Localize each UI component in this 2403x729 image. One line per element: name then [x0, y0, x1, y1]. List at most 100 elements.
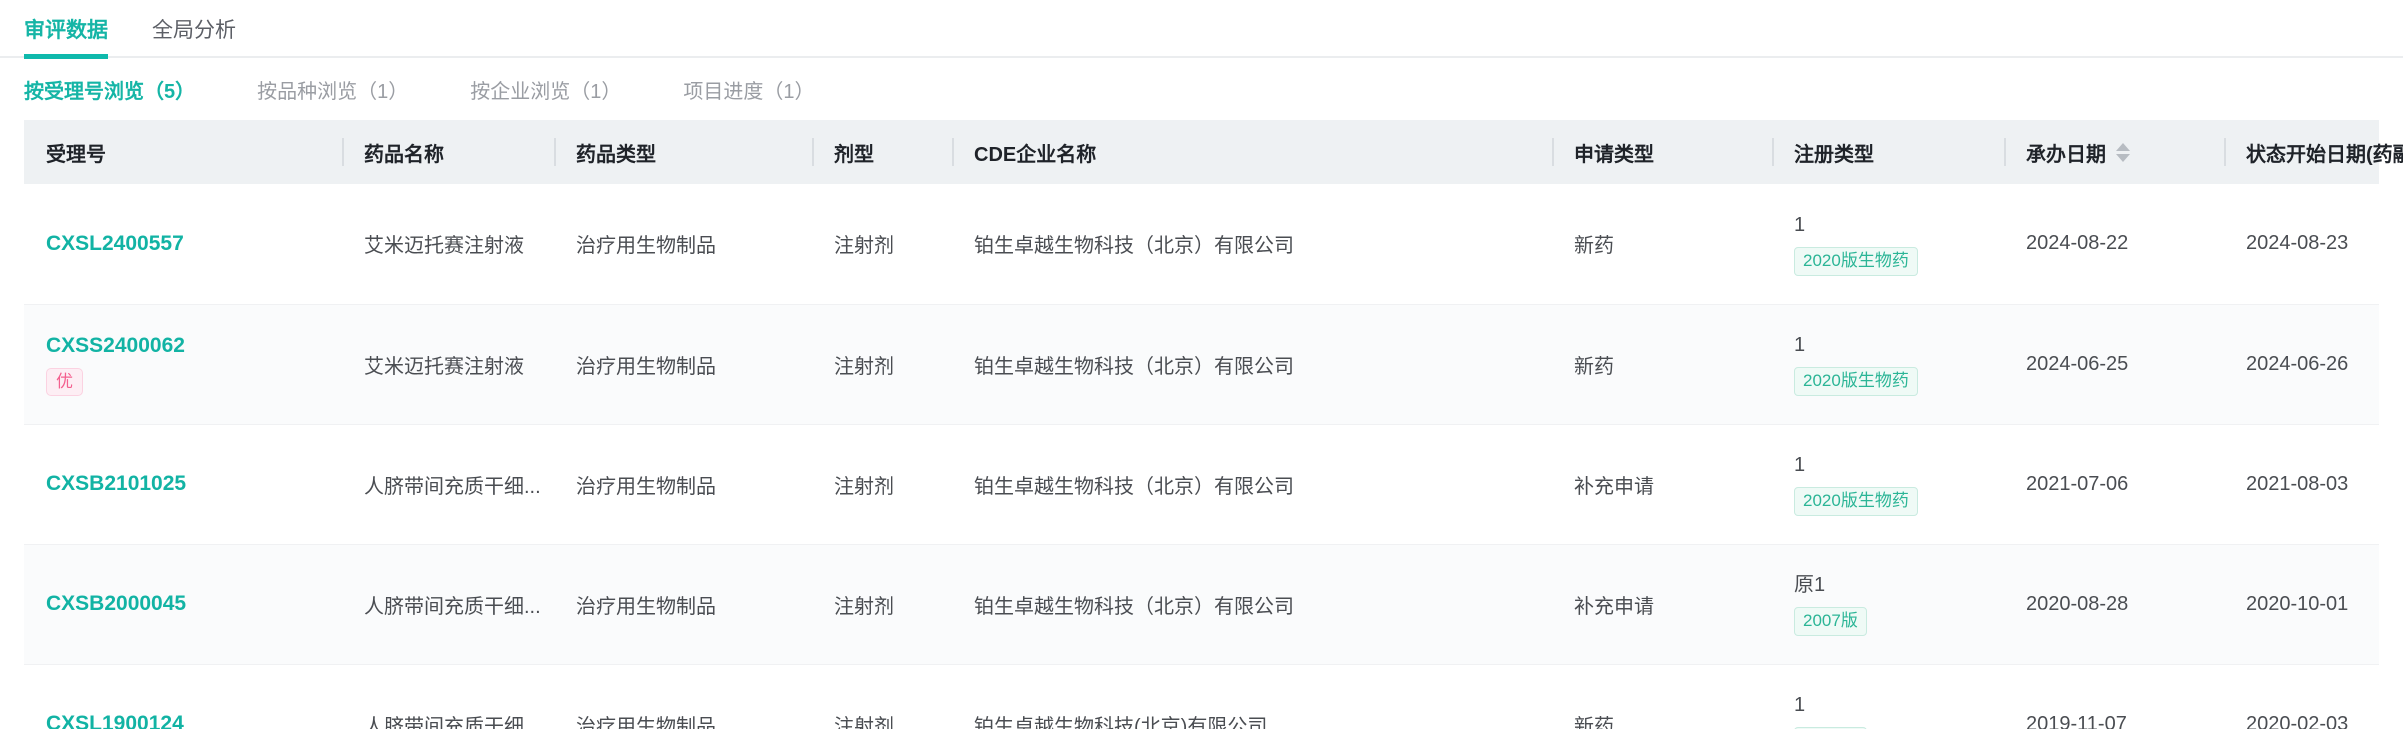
reg-type-number: 1 — [1794, 213, 1806, 236]
cell-status-start-date: 2020-02-03 — [2224, 664, 2379, 729]
primary-tab-label: 审评数据 — [24, 19, 108, 42]
column-header-label: 注册类型 — [1794, 143, 1874, 166]
column-header-label: 承办日期 — [2026, 143, 2106, 166]
table-head: 受理号 药品名称 药品类型 — [24, 120, 2403, 184]
cell-handle-date: 2020-08-28 — [2004, 544, 2224, 665]
cell-status-start-date: 2024-06-26 — [2224, 304, 2379, 425]
cell-reg-type: 1 2020版生物药 — [1772, 184, 2004, 305]
column-header-drug-type[interactable]: 药品类型 — [554, 120, 812, 184]
cell-handle-date: 2019-11-07 — [2004, 664, 2224, 729]
table-row[interactable]: CXSL2400557 艾米迈托赛注射液 治疗用生物制品 注射剂 铂生卓越生物科… — [24, 184, 2379, 305]
priority-review-badge: 优 — [46, 368, 83, 397]
primary-tab-global-analysis[interactable]: 全局分析 — [152, 20, 236, 58]
column-header-label: 申请类型 — [1574, 143, 1654, 166]
reg-type-number: 1 — [1794, 453, 1806, 476]
accept-no-link[interactable]: CXSB2000045 — [46, 591, 187, 615]
reg-version-badge: 2020版生物药 — [1794, 246, 1918, 276]
secondary-tab-by-company[interactable]: 按企业浏览（1） — [470, 75, 621, 104]
secondary-tab-bar: 按受理号浏览（5） 按品种浏览（1） 按企业浏览（1） 项目进度（1） — [0, 58, 2403, 120]
cell-dosage-form: 注射剂 — [812, 664, 952, 729]
cell-handle-date: 2024-08-22 — [2004, 184, 2224, 305]
primary-tab-bar: 审评数据 全局分析 — [0, 0, 2403, 59]
cell-cde-company: 铂生卓越生物科技（北京）有限公司 — [952, 304, 1552, 425]
cell-cde-company: 铂生卓越生物科技（北京）有限公司 — [952, 184, 1552, 305]
cell-drug-name: 艾米迈托赛注射液 — [342, 184, 554, 305]
cell-reg-type: 1 2020版生物药 — [1772, 304, 2004, 425]
table-row[interactable]: CXSB2000045 人脐带间充质干细... 治疗用生物制品 注射剂 铂生卓越… — [24, 544, 2379, 665]
accept-no-link[interactable]: CXSB2101025 — [46, 471, 187, 495]
table-row[interactable]: CXSS2400062 优 艾米迈托赛注射液 治疗用生物制品 注射剂 铂生卓越生… — [24, 304, 2379, 425]
secondary-tab-by-variety[interactable]: 按品种浏览（1） — [257, 75, 408, 104]
table-row[interactable]: CXSL1900124 人脐带间充质干细... 治疗用生物制品 注射剂 铂生卓越… — [24, 664, 2379, 729]
sort-arrows-icon[interactable] — [2116, 142, 2130, 162]
cell-dosage-form: 注射剂 — [812, 304, 952, 425]
reg-version-badge: 2007版 — [1794, 606, 1867, 637]
column-header-apply-type[interactable]: 申请类型 — [1552, 120, 1772, 184]
accept-no-link[interactable]: CXSS2400062 — [46, 333, 185, 357]
secondary-tab-label: 按受理号浏览（5） — [24, 80, 196, 103]
cell-cde-company: 铂生卓越生物科技（北京）有限公司 — [952, 424, 1552, 545]
cell-drug-type: 治疗用生物制品 — [554, 184, 812, 305]
review-data-table: 受理号 药品名称 药品类型 — [24, 120, 2403, 729]
column-header-cde-company[interactable]: CDE企业名称 — [952, 120, 1552, 184]
cell-drug-type: 治疗用生物制品 — [554, 304, 812, 425]
cell-accept-no: CXSL1900124 — [24, 664, 342, 729]
column-header-reg-type[interactable]: 注册类型 — [1772, 120, 2004, 184]
cell-cde-company: 铂生卓越生物科技(北京)有限公司 — [952, 664, 1552, 729]
cell-dosage-form: 注射剂 — [812, 184, 952, 305]
column-header-dosage-form[interactable]: 剂型 — [812, 120, 952, 184]
column-header-drug-name[interactable]: 药品名称 — [342, 120, 554, 184]
cell-accept-no: CXSS2400062 优 — [24, 304, 342, 425]
table-header-row: 受理号 药品名称 药品类型 — [24, 120, 2403, 184]
column-header-label: 受理号 — [46, 143, 106, 166]
cell-drug-name: 艾米迈托赛注射液 — [342, 304, 554, 425]
cell-status-start-date: 2024-08-23 — [2224, 184, 2379, 305]
reg-version-badge: 2020版生物药 — [1794, 366, 1918, 397]
accept-no-link[interactable]: CXSL1900124 — [46, 711, 184, 729]
cell-dosage-form: 注射剂 — [812, 544, 952, 665]
column-header-label: 状态开始日期(药融云) — [2246, 143, 2403, 166]
table-row[interactable]: CXSB2101025 人脐带间充质干细... 治疗用生物制品 注射剂 铂生卓越… — [24, 424, 2379, 545]
secondary-tab-label: 按企业浏览（1） — [470, 80, 622, 103]
cell-accept-no: CXSB2101025 — [24, 424, 342, 545]
accept-no-link[interactable]: CXSL2400557 — [46, 231, 184, 255]
cell-drug-type: 治疗用生物制品 — [554, 664, 812, 729]
reg-version-badge: 2020版生物药 — [1794, 486, 1918, 517]
cell-handle-date: 2024-06-25 — [2004, 304, 2224, 425]
secondary-tab-by-accept-no[interactable]: 按受理号浏览（5） — [24, 75, 195, 104]
column-header-label: 药品类型 — [576, 143, 656, 166]
column-header-label: 药品名称 — [364, 143, 444, 166]
secondary-tab-label: 项目进度（1） — [683, 80, 815, 103]
cell-reg-type: 原1 2007版 — [1772, 544, 2004, 665]
primary-tab-label: 全局分析 — [152, 19, 236, 42]
cell-apply-type: 补充申请 — [1552, 424, 1772, 545]
table-body: CXSL2400557 艾米迈托赛注射液 治疗用生物制品 注射剂 铂生卓越生物科… — [24, 184, 2379, 729]
cell-drug-name: 人脐带间充质干细... — [342, 424, 554, 545]
cell-apply-type: 新药 — [1552, 304, 1772, 425]
cell-handle-date: 2021-07-06 — [2004, 424, 2224, 545]
cell-drug-name: 人脐带间充质干细... — [342, 664, 554, 729]
cell-drug-type: 治疗用生物制品 — [554, 544, 812, 665]
secondary-tab-project-progress[interactable]: 项目进度（1） — [683, 75, 814, 104]
cell-dosage-form: 注射剂 — [812, 424, 952, 545]
cell-apply-type: 补充申请 — [1552, 544, 1772, 665]
secondary-tab-label: 按品种浏览（1） — [257, 80, 409, 103]
cell-reg-type: 1 2007版 — [1772, 664, 2004, 729]
column-header-label: 剂型 — [834, 143, 874, 166]
column-header-handle-date[interactable]: 承办日期 — [2004, 120, 2224, 184]
cell-reg-type: 1 2020版生物药 — [1772, 424, 2004, 545]
cell-status-start-date: 2021-08-03 — [2224, 424, 2379, 545]
primary-tab-review-data[interactable]: 审评数据 — [24, 19, 108, 59]
cell-accept-no: CXSL2400557 — [24, 184, 342, 305]
column-header-accept-no[interactable]: 受理号 — [24, 120, 342, 184]
table-container: 受理号 药品名称 药品类型 — [0, 120, 2403, 729]
cell-drug-type: 治疗用生物制品 — [554, 424, 812, 545]
reg-type-number: 原1 — [1794, 573, 1826, 596]
column-header-label: CDE企业名称 — [974, 143, 1097, 166]
cell-drug-name: 人脐带间充质干细... — [342, 544, 554, 665]
reg-version-badge: 2007版 — [1794, 726, 1867, 729]
cell-status-start-date: 2020-10-01 — [2224, 544, 2379, 665]
column-header-status-start-date[interactable]: 状态开始日期(药融云) — [2224, 120, 2403, 184]
cell-accept-no: CXSB2000045 — [24, 544, 342, 665]
